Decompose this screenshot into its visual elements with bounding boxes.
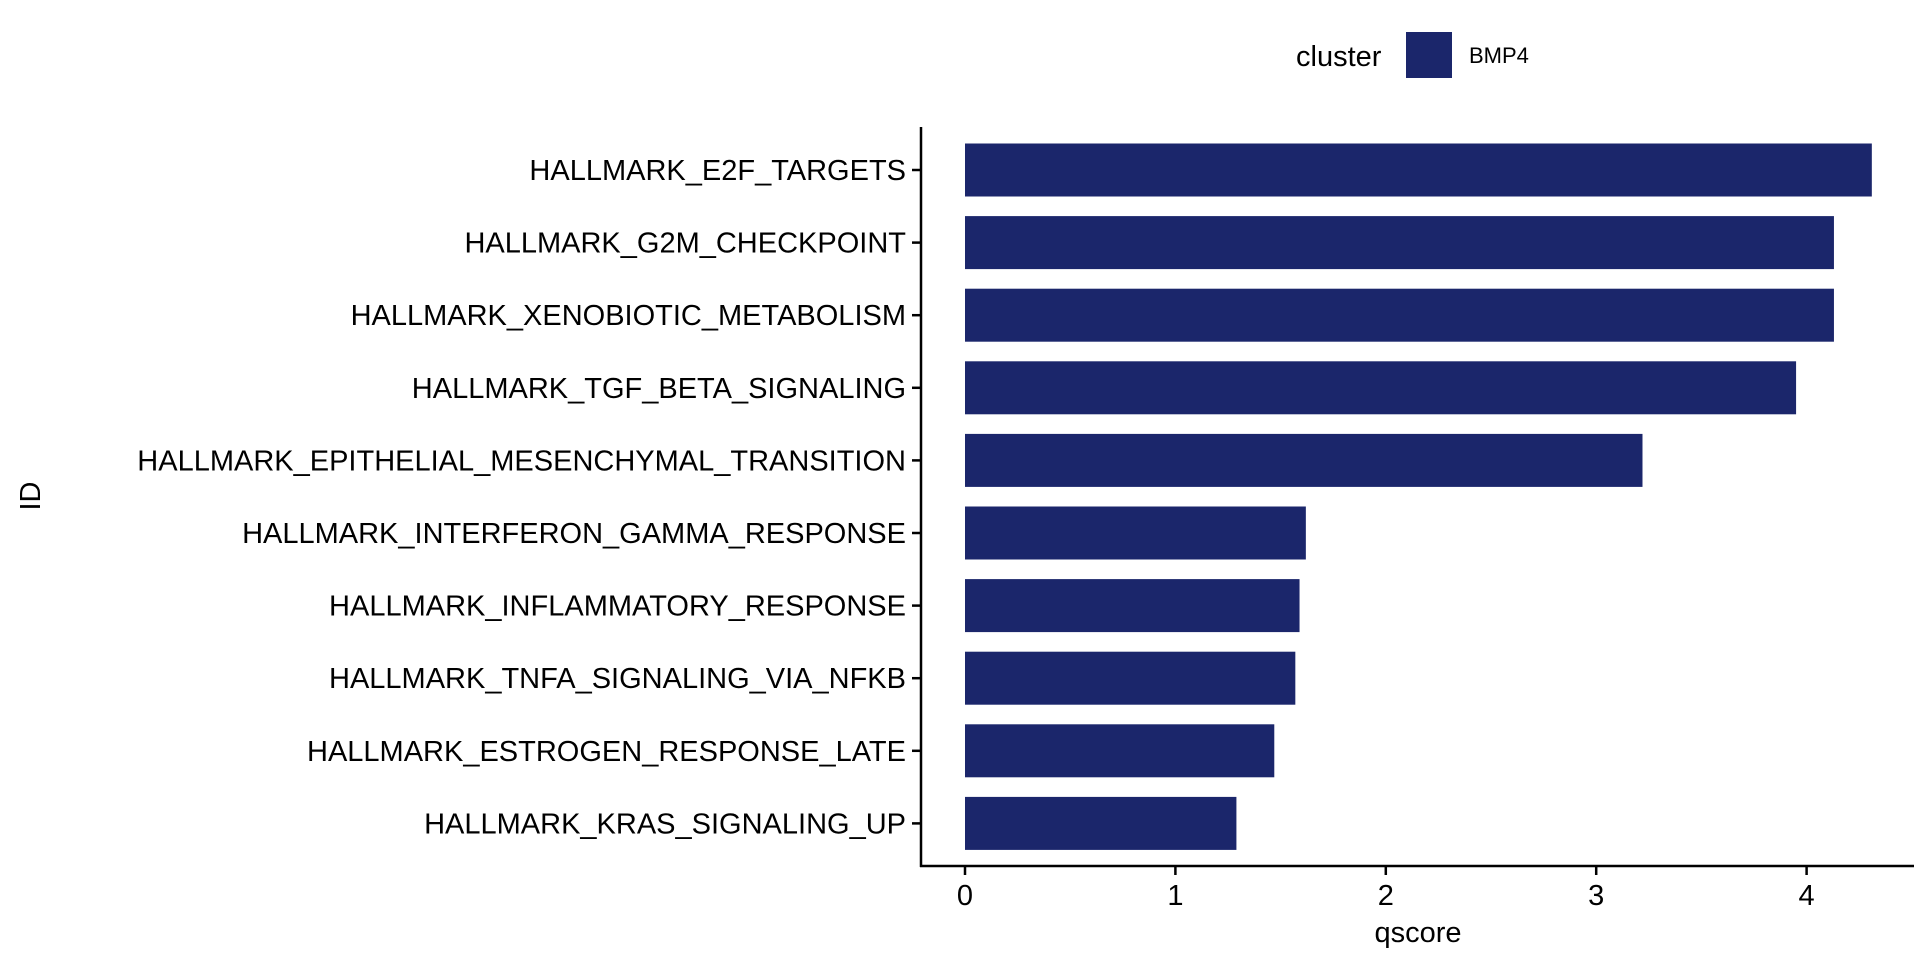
x-tick-label: 0 <box>957 880 973 912</box>
y-axis-ticks <box>912 168 921 825</box>
x-tick-label: 3 <box>1588 880 1604 912</box>
category-label: HALLMARK_EPITHELIAL_MESENCHYMAL_TRANSITI… <box>137 445 906 477</box>
category-label: HALLMARK_INFLAMMATORY_RESPONSE <box>329 591 906 623</box>
bar-hallmark-xenobiotic-metabolism <box>965 288 1834 342</box>
y-axis-title: ID <box>15 482 47 511</box>
category-label: HALLMARK_TNFA_SIGNALING_VIA_NFKB <box>329 663 906 695</box>
bar-hallmark-inflammatory-response <box>965 579 1300 633</box>
x-tick-label: 1 <box>1167 880 1183 912</box>
category-label: HALLMARK_ESTROGEN_RESPONSE_LATE <box>307 736 906 768</box>
bar-hallmark-e2f-targets <box>965 143 1872 197</box>
x-tick-label: 2 <box>1378 880 1394 912</box>
bar-hallmark-estrogen-response-late <box>965 724 1275 778</box>
bar-hallmark-kras-signaling-up <box>965 796 1237 850</box>
bar-hallmark-tnfa-signaling-via-nfkb <box>965 651 1296 705</box>
legend-label-bmp4: BMP4 <box>1469 43 1529 68</box>
category-label: HALLMARK_E2F_TARGETS <box>529 155 906 187</box>
x-axis-title: qscore <box>1374 917 1461 949</box>
legend-title: cluster <box>1296 41 1382 73</box>
x-axis-ticks: 0 1 2 3 4 <box>957 866 1815 912</box>
legend-swatch-bmp4 <box>1406 32 1452 78</box>
bars-group <box>965 143 1872 850</box>
bar-hallmark-tgf-beta-signaling <box>965 361 1797 415</box>
legend: cluster BMP4 <box>1296 32 1529 78</box>
category-label: HALLMARK_TGF_BETA_SIGNALING <box>412 373 906 405</box>
category-label: HALLMARK_G2M_CHECKPOINT <box>464 228 906 260</box>
bar-hallmark-interferon-gamma-response <box>965 506 1306 560</box>
category-label: HALLMARK_INTERFERON_GAMMA_RESPONSE <box>242 518 906 550</box>
bar-hallmark-epithelial-mesenchymal-transition <box>965 433 1643 487</box>
category-label: HALLMARK_XENOBIOTIC_METABOLISM <box>351 300 906 332</box>
bar-hallmark-g2m-checkpoint <box>965 216 1834 270</box>
x-tick-label: 4 <box>1799 880 1815 912</box>
category-labels: HALLMARK_E2F_TARGETS HALLMARK_G2M_CHECKPO… <box>137 155 906 840</box>
category-label: HALLMARK_KRAS_SIGNALING_UP <box>424 808 906 840</box>
